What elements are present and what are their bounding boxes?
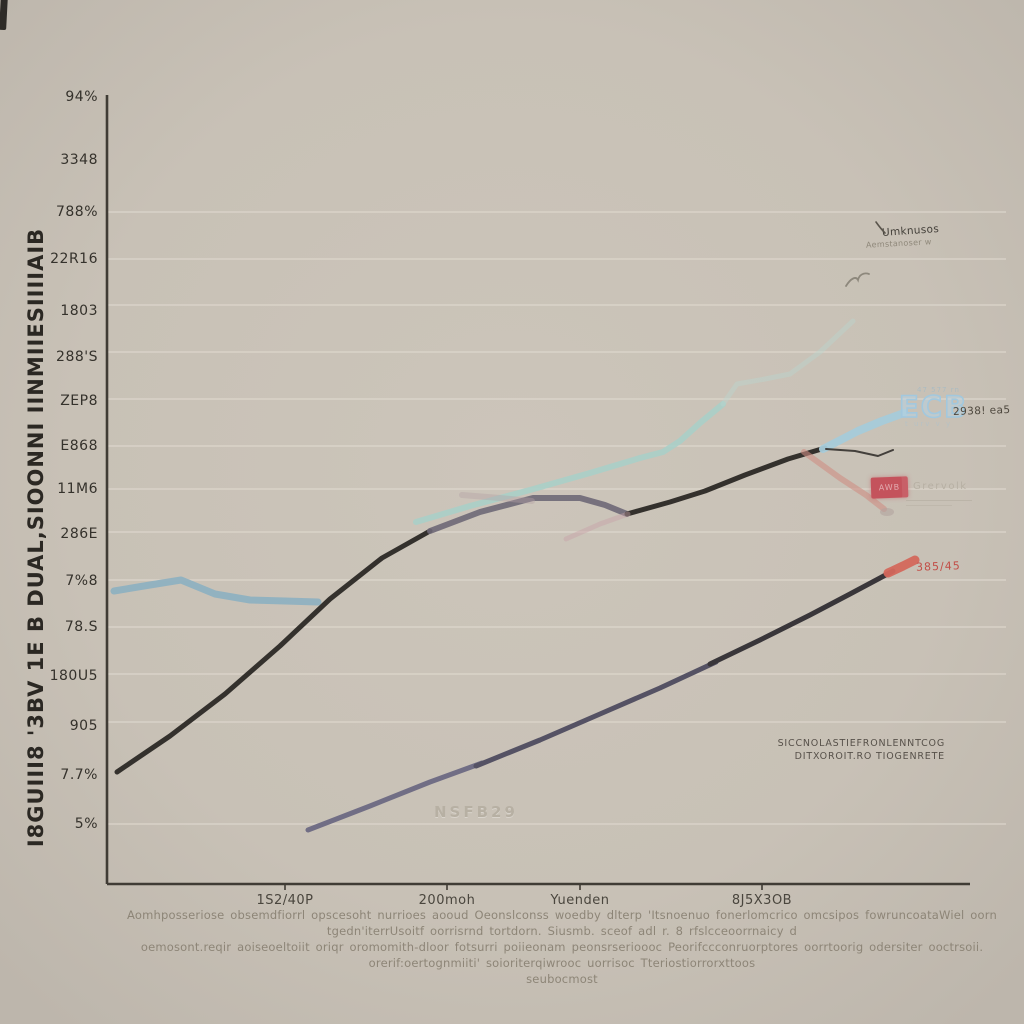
series-black-upper-right	[624, 445, 828, 517]
y-tick-label: 288'S	[56, 349, 98, 365]
y-tick-label: 78.S	[64, 619, 98, 635]
corner-note-line2: DITXOROIT.RO TIOGENRETE	[794, 751, 945, 762]
annotation-ecb-above: 47 577 rn	[917, 386, 960, 394]
annotation-red-box-right-text: Grervolk	[913, 481, 968, 492]
y-tick-label: 788%	[55, 204, 98, 220]
figure-caption: Aomhposseriose obsemdfiorrl opscesoht nu…	[112, 907, 1012, 987]
y-tick-label: 3348	[60, 152, 98, 168]
x-tick-label: 8J5X3OB	[731, 893, 793, 908]
caption-line3: seubocmost	[526, 972, 598, 986]
annotation-ecb-label: ECB	[898, 390, 969, 424]
y-tick-label: 180U5	[49, 668, 98, 684]
faint-underline	[906, 505, 952, 506]
annotation-red-value: 385/45	[915, 559, 961, 574]
x-tick-label: 1S2/40P	[256, 893, 314, 908]
y-tick-label: 1803	[60, 303, 98, 319]
caption-line2: oemosont.reqir aoiseoeltoiit oriqr oromo…	[140, 940, 984, 970]
annotation-ecb-right-text: 2938! ea5	[952, 404, 1011, 418]
y-tick-label: 7%8	[65, 573, 98, 589]
y-tick-label: 94%	[65, 89, 98, 105]
series-pink-faint	[563, 511, 631, 542]
y-tick-label: 11M6	[57, 481, 98, 497]
series-lower-slate	[305, 760, 485, 833]
y-tick-label: 5%	[74, 816, 98, 832]
series-black-branch-hook	[825, 448, 894, 457]
bird-glyph-icon	[845, 221, 886, 287]
series-teal-faint	[720, 318, 856, 407]
series-flat-blue-line	[110, 576, 322, 606]
corner-note-block: SICCNOLASTIEFRONLENNTCOG DITXOROIT.RO TI…	[740, 737, 945, 763]
line-end-blob	[880, 508, 894, 516]
y-tick-label: 22R16	[50, 251, 98, 267]
y-tick-label: 7.7%	[60, 767, 98, 783]
series-slate-plateau	[427, 495, 630, 534]
series-main-black-rise	[114, 528, 433, 775]
series-thick-blue-right	[819, 409, 908, 453]
y-tick-label: ZEP8	[60, 393, 98, 409]
annotation-ecb-below: t urv v y	[905, 420, 953, 428]
series-lower-black	[707, 568, 896, 667]
series-red-tip	[883, 555, 920, 578]
series-teal-rise	[413, 401, 726, 525]
x-tick-label: Yuenden	[550, 893, 610, 908]
x-tick-label: 200moh	[418, 893, 476, 908]
annotation-red-box: AWB	[870, 476, 909, 499]
annotation-ecb: 47 577 rn ECB t urv v y	[898, 386, 1019, 428]
series-mauve-faint	[459, 492, 535, 504]
series-salmon-diagonal	[801, 449, 887, 512]
y-tick-label: E868	[60, 438, 98, 454]
y-tick-label: 286E	[60, 526, 98, 542]
corner-note-line1: SICCNOLASTIEFRONLENNTCOG	[777, 738, 945, 749]
caption-line1: Aomhposseriose obsemdfiorrl opscesoht nu…	[127, 908, 997, 938]
y-tick-label: 905	[69, 718, 98, 734]
series-lower-mid	[473, 659, 719, 769]
faint-underline	[906, 500, 972, 501]
watermark-text: NSFB29	[434, 803, 518, 821]
